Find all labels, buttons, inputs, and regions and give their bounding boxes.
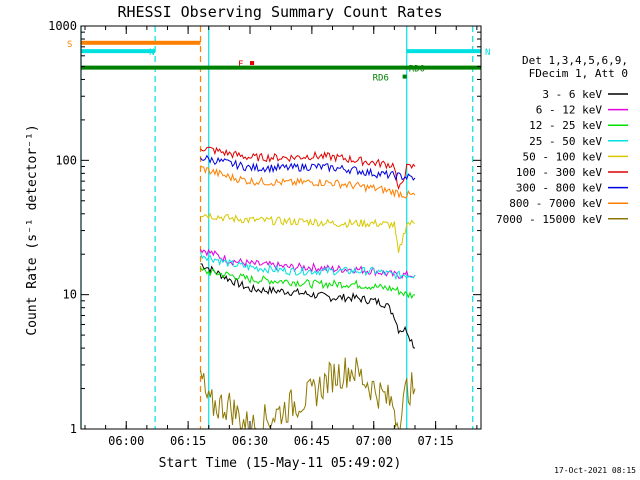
x-tick-label-2: 06:30 [232, 434, 268, 448]
x-tick-label-5: 07:15 [418, 434, 454, 448]
y-tick-label-3: 1000 [48, 19, 77, 33]
state-label-s-0: S [67, 40, 72, 50]
chart-title: RHESSI Observing Summary Count Rates [117, 3, 442, 21]
plot-frame [80, 25, 482, 430]
series-line-6 [200, 154, 416, 182]
date-stamp: 17-Oct-2021 08:15 [554, 466, 636, 475]
series-line-0 [200, 263, 416, 349]
y-tick-label-2: 100 [55, 153, 77, 167]
series-line-2 [200, 267, 416, 300]
state-bar-n-2 [406, 49, 481, 54]
legend-label-4: 50 - 100 keV [523, 150, 603, 163]
state-label-rd0-4: RD0 [409, 65, 425, 75]
plot-area: S N N F RD0 RD6 1 10 100 1000 06:00 06:15 06:30 06:45… [48, 19, 490, 448]
series-line-5 [200, 146, 416, 191]
y-tick-label-0: 1 [70, 422, 77, 436]
legend-label-5: 100 - 300 keV [516, 166, 602, 179]
x-tick-label-0: 06:00 [108, 434, 144, 448]
state-label-n-1: N [149, 48, 154, 58]
state-bar-rd6-5 [402, 74, 407, 79]
state-label-f-3: F [238, 60, 243, 70]
state-bar-n-1 [81, 49, 156, 54]
legend: Det 1,3,4,5,6,9,FDecim 1, Att 0 3 - 6 keV… [496, 54, 628, 226]
x-tick-label-4: 07:00 [356, 434, 392, 448]
legend-header-1: FDecim 1, Att 0 [529, 67, 628, 80]
series-line-8 [200, 357, 416, 430]
legend-label-6: 300 - 800 keV [516, 182, 602, 195]
state-bar-rd0-4 [81, 65, 481, 70]
x-tick-label-3: 06:45 [294, 434, 330, 448]
series-line-1 [200, 248, 416, 280]
legend-label-8: 7000 - 15000 keV [496, 213, 602, 226]
legend-label-3: 25 - 50 keV [529, 135, 602, 148]
state-label-rd6-5: RD6 [373, 74, 389, 84]
y-tick-label-1: 10 [63, 288, 77, 302]
legend-label-2: 12 - 25 keV [529, 119, 602, 132]
series-line-7 [200, 165, 416, 199]
state-label-n-2: N [485, 48, 490, 58]
state-bar-f-3 [249, 61, 255, 66]
legend-label-0: 3 - 6 keV [542, 88, 602, 101]
state-bar-s-0 [81, 40, 201, 45]
y-axis-label: Count Rate (s⁻¹ detector⁻¹) [25, 124, 40, 335]
series-line-4 [200, 212, 416, 253]
legend-label-7: 800 - 7000 keV [509, 197, 602, 210]
legend-label-1: 6 - 12 keV [536, 104, 603, 117]
legend-header-0: Det 1,3,4,5,6,9, [522, 54, 628, 67]
x-axis-label: Start Time (15-May-11 05:49:02) [159, 456, 402, 471]
series-line-3 [200, 252, 416, 281]
x-tick-label-1: 06:15 [170, 434, 206, 448]
